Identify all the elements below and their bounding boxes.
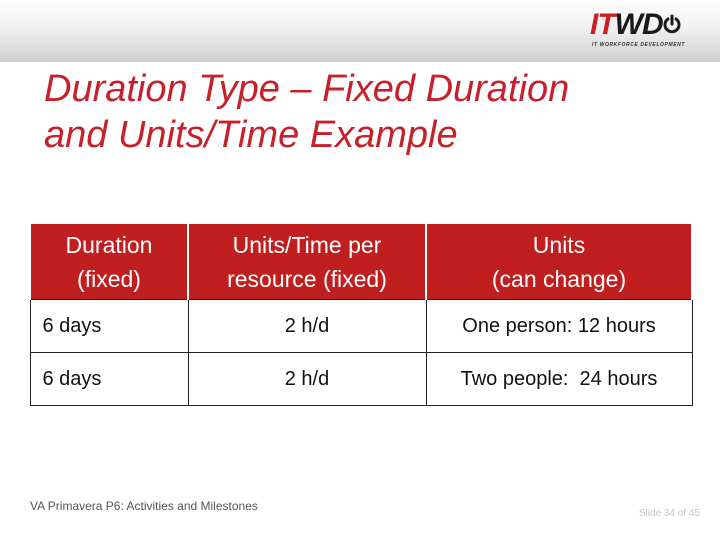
- title-line-1: Duration Type – Fixed Duration: [44, 68, 570, 110]
- logo-wd: WD: [614, 8, 664, 41]
- header-units-line2: (can change): [491, 265, 627, 292]
- logo-it: IT: [590, 8, 616, 41]
- logo-mark: ITWD: [590, 8, 664, 41]
- cell-units-time: 2 h/d: [187, 299, 427, 353]
- power-icon: [663, 14, 681, 34]
- itwd-logo: ITWD IT WORKFORCE DEVELOPMENT: [590, 10, 690, 52]
- cell-units: One person: 12 hours: [425, 299, 693, 353]
- cell-units-time: 2 h/d: [187, 352, 427, 406]
- footer-course-title: VA Primavera P6: Activities and Mileston…: [30, 499, 258, 513]
- header-band: [0, 0, 720, 62]
- cell-units: Two people: 24 hours: [425, 352, 693, 406]
- title-line-2: and Units/Time Example: [44, 114, 458, 156]
- cell-duration: 6 days: [29, 299, 189, 353]
- slide-number: Slide 34 of 45: [638, 508, 700, 519]
- header-units-time: Units/Time per resource (fixed): [187, 222, 427, 300]
- table-row: 6 days 2 h/d One person: 12 hours: [29, 299, 693, 353]
- header-units: Units (can change): [425, 222, 693, 300]
- slide-title: Duration Type – Fixed Duration and Units…: [44, 66, 684, 158]
- cell-duration: 6 days: [29, 352, 189, 406]
- table-header-row: Duration (fixed) Units/Time per resource…: [29, 222, 693, 300]
- table-row: 6 days 2 h/d Two people: 24 hours: [29, 352, 693, 406]
- header-duration-line1: Duration: [65, 231, 153, 258]
- header-units-line1: Units: [532, 231, 586, 258]
- header-units-time-line1: Units/Time per: [232, 231, 382, 258]
- header-units-time-line2: resource (fixed): [227, 265, 387, 292]
- header-duration-line2: (fixed): [77, 265, 141, 292]
- duration-table: Duration (fixed) Units/Time per resource…: [29, 222, 693, 406]
- header-duration: Duration (fixed): [29, 222, 189, 300]
- logo-subtitle: IT WORKFORCE DEVELOPMENT: [592, 42, 686, 48]
